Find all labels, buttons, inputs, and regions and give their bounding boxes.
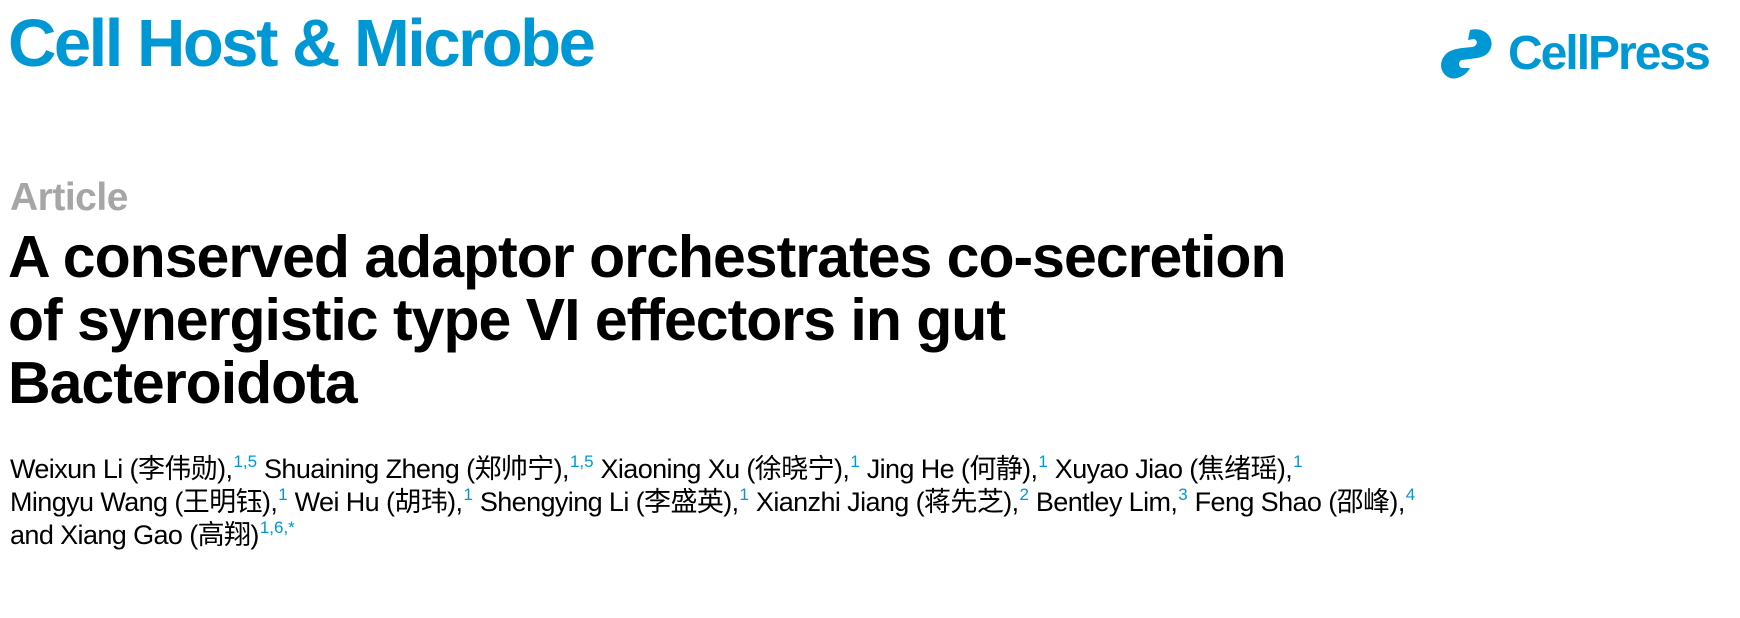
cellpress-logo[interactable]: CellPress: [1440, 27, 1711, 80]
affiliation-ref[interactable]: 2: [1019, 485, 1029, 504]
author-line: and Xiang Gao (高翔)1,6,*: [10, 519, 1740, 552]
author[interactable]: Weixun Li (李伟勋),1,5: [10, 452, 258, 484]
author[interactable]: Shengying Li (李盛英),1: [479, 485, 750, 517]
cellpress-logo-icon: [1441, 29, 1492, 79]
affiliation-ref[interactable]: 1: [1293, 452, 1303, 471]
author[interactable]: Wei Hu (胡玮),1: [294, 485, 473, 517]
author-name[interactable]: Xiaoning Xu (徐晓宁),: [600, 454, 850, 484]
author-name[interactable]: Xianzhi Jiang (蒋先芝),: [755, 487, 1019, 517]
author-name[interactable]: Feng Shao (邵峰),: [1194, 487, 1406, 517]
author[interactable]: Shuaining Zheng (郑帅宁),1,5: [264, 452, 594, 484]
author-name[interactable]: Jing He (何静),: [866, 454, 1038, 484]
affiliation-ref[interactable]: 1,5: [233, 452, 258, 471]
title-line: A conserved adaptor orchestrates co-secr…: [8, 224, 1287, 290]
affiliation-ref[interactable]: 1: [1038, 452, 1048, 471]
affiliation-ref[interactable]: 1: [739, 485, 750, 504]
author-line: Mingyu Wang (王明钰),1 Wei Hu (胡玮),1 Shengy…: [10, 486, 1740, 519]
author[interactable]: Xiaoning Xu (徐晓宁),1: [600, 452, 860, 484]
title-line: Bacteroidota: [8, 350, 358, 416]
affiliation-ref[interactable]: 1: [278, 485, 288, 504]
author-name[interactable]: Weixun Li (李伟勋),: [10, 454, 233, 484]
author-name[interactable]: Mingyu Wang (王明钰),: [10, 487, 278, 517]
author[interactable]: Feng Shao (邵峰),4: [1194, 485, 1416, 517]
author-name[interactable]: Xuyao Jiao (焦绪瑶),: [1054, 454, 1293, 484]
author[interactable]: Mingyu Wang (王明钰),1: [10, 485, 288, 517]
author-name[interactable]: Shuaining Zheng (郑帅宁),: [264, 454, 570, 484]
author-name[interactable]: Wei Hu (胡玮),: [294, 487, 463, 517]
author[interactable]: Xianzhi Jiang (蒋先芝),2: [755, 485, 1029, 517]
author-list: Weixun Li (李伟勋),1,5 Shuaining Zheng (郑帅宁…: [10, 453, 1740, 552]
author[interactable]: Xuyao Jiao (焦绪瑶),1: [1054, 452, 1303, 484]
author-line: Weixun Li (李伟勋),1,5 Shuaining Zheng (郑帅宁…: [10, 453, 1740, 486]
article-title: A conserved adaptor orchestrates co-secr…: [8, 226, 1508, 415]
title-line: of synergistic type VI effectors in gut: [8, 287, 1006, 353]
publisher-name: CellPress: [1508, 27, 1711, 80]
author[interactable]: and Xiang Gao (高翔)1,6,*: [10, 518, 295, 550]
affiliation-ref[interactable]: 1,6,*: [259, 518, 295, 537]
article-type: Article: [10, 176, 128, 219]
affiliation-ref[interactable]: 1: [463, 485, 473, 504]
author-name[interactable]: Shengying Li (李盛英),: [479, 487, 739, 517]
affiliation-ref[interactable]: 3: [1178, 485, 1188, 504]
affiliation-ref[interactable]: 1: [850, 452, 860, 471]
author[interactable]: Bentley Lim,3: [1035, 485, 1188, 517]
affiliation-ref[interactable]: 1,5: [569, 452, 594, 471]
author-name[interactable]: Bentley Lim,: [1035, 487, 1178, 517]
author[interactable]: Jing He (何静),1: [866, 452, 1048, 484]
journal-title: Cell Host & Microbe: [8, 6, 596, 81]
affiliation-ref[interactable]: 4: [1405, 485, 1416, 504]
author-name[interactable]: and Xiang Gao (高翔): [10, 520, 259, 550]
